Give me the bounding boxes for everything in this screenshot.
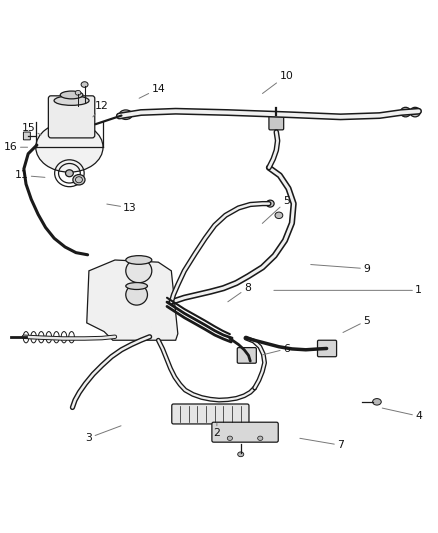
Ellipse shape xyxy=(410,107,420,117)
Ellipse shape xyxy=(373,399,381,405)
FancyBboxPatch shape xyxy=(212,422,278,442)
Ellipse shape xyxy=(36,122,103,172)
Text: 5: 5 xyxy=(262,197,290,223)
Ellipse shape xyxy=(275,212,283,219)
Ellipse shape xyxy=(126,284,148,305)
Ellipse shape xyxy=(126,256,152,264)
Text: 3: 3 xyxy=(85,426,121,443)
Text: 8: 8 xyxy=(228,283,251,302)
FancyBboxPatch shape xyxy=(48,96,95,138)
Ellipse shape xyxy=(126,282,148,289)
Text: 2: 2 xyxy=(213,423,220,439)
Text: 5: 5 xyxy=(343,316,370,333)
Ellipse shape xyxy=(400,107,411,117)
Text: 9: 9 xyxy=(311,264,370,273)
Ellipse shape xyxy=(227,436,233,440)
Text: 1: 1 xyxy=(274,285,422,295)
FancyBboxPatch shape xyxy=(269,114,284,130)
Text: 11: 11 xyxy=(15,171,45,180)
Ellipse shape xyxy=(75,91,81,95)
Text: 7: 7 xyxy=(300,438,344,450)
Ellipse shape xyxy=(238,452,244,457)
Polygon shape xyxy=(87,260,178,340)
Text: 4: 4 xyxy=(382,408,422,421)
Ellipse shape xyxy=(266,200,274,207)
Text: 16: 16 xyxy=(4,142,28,152)
Ellipse shape xyxy=(73,174,85,185)
Text: 6: 6 xyxy=(263,344,290,355)
Ellipse shape xyxy=(258,436,263,440)
Text: 12: 12 xyxy=(93,101,109,117)
Ellipse shape xyxy=(60,91,83,99)
Text: 10: 10 xyxy=(262,71,293,93)
Text: 15: 15 xyxy=(21,123,41,135)
Ellipse shape xyxy=(54,96,89,106)
Ellipse shape xyxy=(119,110,132,119)
FancyBboxPatch shape xyxy=(318,340,336,357)
Ellipse shape xyxy=(66,170,73,177)
FancyBboxPatch shape xyxy=(172,404,249,424)
Text: 14: 14 xyxy=(139,84,165,98)
Ellipse shape xyxy=(126,259,152,283)
FancyBboxPatch shape xyxy=(237,348,256,363)
Text: 13: 13 xyxy=(107,203,137,213)
Ellipse shape xyxy=(81,82,88,87)
FancyBboxPatch shape xyxy=(23,132,30,140)
